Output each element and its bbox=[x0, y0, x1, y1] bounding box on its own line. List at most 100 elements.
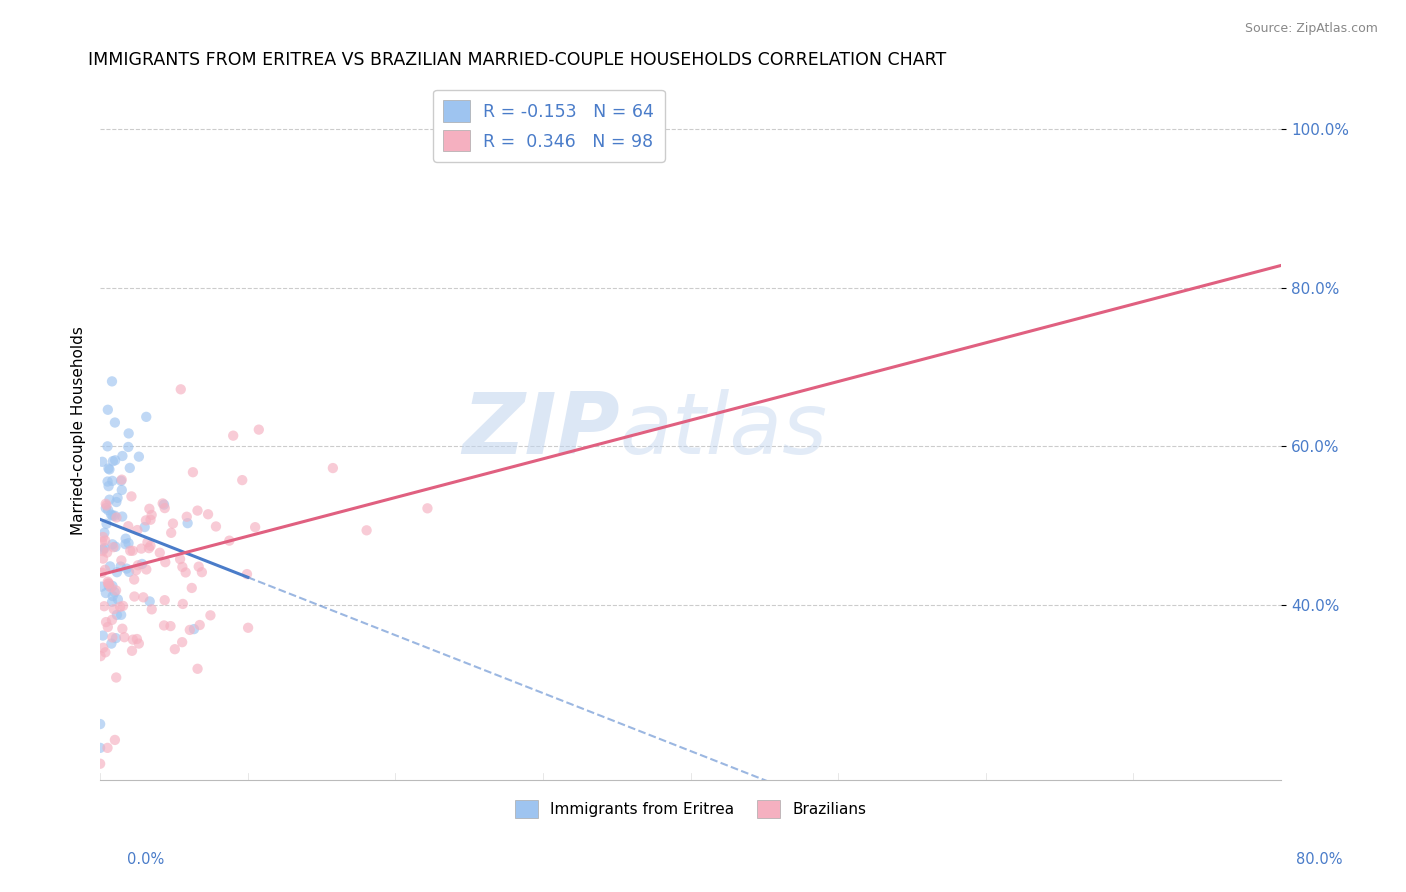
Point bbox=[174, 566, 197, 580]
Point bbox=[97, 579, 120, 593]
Point bbox=[125, 632, 148, 646]
Point bbox=[108, 599, 131, 614]
Point bbox=[135, 562, 157, 576]
Point bbox=[91, 566, 114, 580]
Point bbox=[105, 565, 128, 579]
Point bbox=[172, 635, 194, 649]
Point bbox=[101, 595, 124, 609]
Point bbox=[110, 607, 132, 622]
Point bbox=[416, 501, 439, 516]
Point bbox=[117, 440, 139, 454]
Point bbox=[120, 490, 142, 504]
Text: Source: ZipAtlas.com: Source: ZipAtlas.com bbox=[1244, 22, 1378, 36]
Point bbox=[91, 551, 114, 566]
Point bbox=[200, 608, 222, 623]
Point bbox=[170, 382, 193, 396]
Point bbox=[139, 539, 162, 553]
Point bbox=[97, 461, 120, 475]
Point bbox=[111, 509, 134, 524]
Point bbox=[91, 640, 114, 655]
Point bbox=[105, 510, 128, 524]
Point bbox=[111, 473, 134, 487]
Point bbox=[89, 756, 111, 771]
Point bbox=[105, 607, 128, 622]
Point bbox=[121, 543, 143, 558]
Point bbox=[110, 553, 132, 567]
Point bbox=[97, 576, 120, 591]
Point bbox=[104, 453, 127, 467]
Point bbox=[97, 620, 120, 634]
Text: IMMIGRANTS FROM ERITREA VS BRAZILIAN MARRIED-COUPLE HOUSEHOLDS CORRELATION CHART: IMMIGRANTS FROM ERITREA VS BRAZILIAN MAR… bbox=[89, 51, 946, 69]
Point bbox=[101, 579, 124, 593]
Point bbox=[187, 559, 209, 574]
Point bbox=[122, 573, 145, 587]
Point bbox=[218, 533, 240, 548]
Point bbox=[97, 402, 120, 417]
Point bbox=[153, 618, 176, 632]
Point bbox=[114, 532, 136, 546]
Point bbox=[104, 631, 127, 645]
Point bbox=[89, 740, 111, 755]
Point bbox=[96, 545, 118, 559]
Text: 0.0%: 0.0% bbox=[127, 852, 163, 867]
Point bbox=[138, 594, 160, 608]
Point bbox=[101, 537, 124, 551]
Point bbox=[115, 561, 138, 575]
Point bbox=[94, 645, 117, 659]
Point bbox=[125, 563, 148, 577]
Point bbox=[172, 597, 194, 611]
Point bbox=[176, 516, 198, 531]
Point bbox=[94, 501, 117, 516]
Point bbox=[186, 503, 208, 517]
Point bbox=[107, 592, 129, 607]
Point bbox=[127, 523, 149, 537]
Point bbox=[149, 546, 172, 560]
Point bbox=[101, 613, 124, 627]
Point bbox=[96, 499, 118, 513]
Point bbox=[94, 615, 117, 629]
Point bbox=[176, 509, 198, 524]
Point bbox=[96, 740, 118, 755]
Point bbox=[100, 637, 122, 651]
Text: ZIP: ZIP bbox=[463, 389, 620, 472]
Point bbox=[94, 586, 117, 600]
Point bbox=[243, 520, 266, 534]
Text: 80.0%: 80.0% bbox=[1296, 852, 1343, 867]
Point bbox=[128, 636, 150, 650]
Point bbox=[128, 450, 150, 464]
Point bbox=[94, 497, 117, 511]
Point bbox=[160, 525, 183, 540]
Point bbox=[121, 644, 143, 658]
Point bbox=[90, 649, 112, 664]
Point bbox=[97, 475, 120, 489]
Point bbox=[132, 591, 155, 605]
Point bbox=[141, 602, 163, 616]
Point bbox=[97, 576, 120, 591]
Text: atlas: atlas bbox=[620, 389, 828, 472]
Point bbox=[124, 590, 146, 604]
Point bbox=[100, 508, 122, 522]
Point bbox=[98, 492, 121, 507]
Legend: Immigrants from Eritrea, Brazilians: Immigrants from Eritrea, Brazilians bbox=[509, 794, 872, 824]
Point bbox=[180, 581, 202, 595]
Point bbox=[172, 560, 194, 574]
Point bbox=[104, 585, 127, 599]
Point bbox=[159, 619, 181, 633]
Point bbox=[93, 599, 115, 614]
Point bbox=[93, 525, 115, 540]
Point bbox=[103, 540, 125, 554]
Point bbox=[120, 543, 142, 558]
Point bbox=[111, 622, 134, 636]
Point bbox=[96, 516, 118, 531]
Point bbox=[188, 618, 211, 632]
Point bbox=[163, 642, 186, 657]
Point bbox=[222, 428, 245, 442]
Point bbox=[91, 530, 114, 544]
Point bbox=[118, 565, 141, 579]
Point bbox=[101, 375, 124, 389]
Point bbox=[111, 483, 134, 497]
Point bbox=[100, 580, 122, 594]
Point bbox=[118, 461, 141, 475]
Point bbox=[90, 534, 112, 549]
Point bbox=[91, 455, 114, 469]
